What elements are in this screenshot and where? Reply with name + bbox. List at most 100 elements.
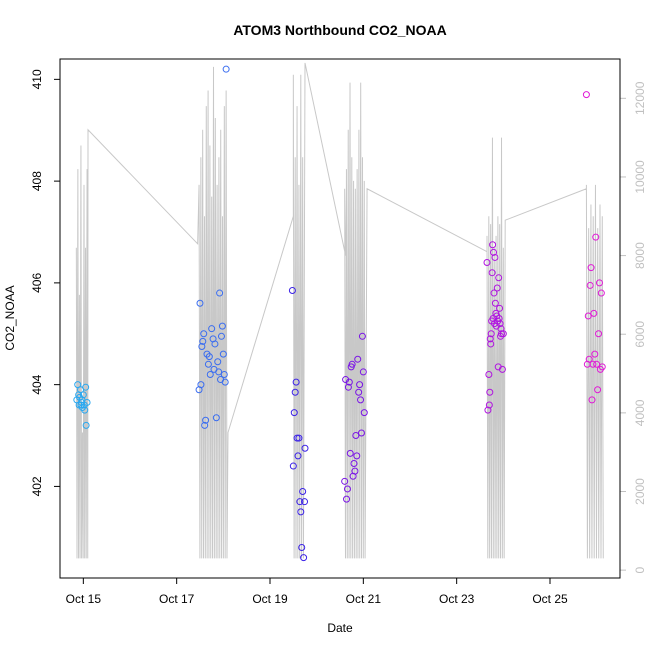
- data-point: [298, 543, 306, 551]
- x-tick-label: Oct 25: [532, 592, 568, 606]
- data-point: [588, 396, 596, 404]
- data-point: [216, 289, 224, 297]
- data-point: [219, 350, 227, 358]
- data-point: [295, 434, 303, 442]
- data-point: [346, 449, 354, 457]
- y2-tick-label: 12000: [633, 81, 647, 115]
- y-tick-label: 406: [30, 273, 44, 293]
- data-point: [359, 368, 367, 376]
- data-point: [82, 421, 90, 429]
- y-tick-label: 404: [30, 374, 44, 394]
- data-point: [357, 396, 365, 404]
- data-point: [598, 363, 606, 371]
- data-point: [292, 378, 300, 386]
- data-point: [350, 460, 358, 468]
- data-point: [585, 355, 593, 363]
- data-point: [215, 368, 223, 376]
- data-point: [489, 241, 497, 249]
- data-point: [205, 353, 213, 361]
- data-point: [344, 383, 352, 391]
- data-point: [592, 233, 600, 241]
- data-point: [498, 365, 506, 373]
- data-point: [495, 315, 503, 322]
- data-point: [81, 406, 89, 414]
- y2-tick-label: 8000: [633, 242, 647, 269]
- data-point: [488, 269, 496, 277]
- series-1: [73, 381, 91, 429]
- data-point: [496, 304, 504, 312]
- data-point: [293, 434, 301, 442]
- data-point: [357, 429, 365, 437]
- data-point: [297, 508, 305, 516]
- data-point: [354, 355, 362, 363]
- x-tick-label: Oct 21: [346, 592, 382, 606]
- data-point: [291, 388, 299, 396]
- x-tick-label: Oct 23: [439, 592, 475, 606]
- data-point: [493, 284, 501, 292]
- data-point: [290, 409, 298, 417]
- data-point: [582, 91, 590, 99]
- data-point: [485, 370, 493, 378]
- data-point: [483, 259, 491, 267]
- y2-tick-label: 6000: [633, 321, 647, 348]
- data-point: [595, 279, 603, 287]
- data-point: [218, 322, 226, 330]
- data-point: [356, 381, 364, 389]
- altitude-line: [75, 62, 604, 559]
- data-point: [353, 452, 361, 460]
- data-point: [348, 360, 356, 368]
- data-point: [345, 378, 353, 386]
- altitude-trace: [75, 62, 604, 559]
- data-point: [496, 320, 504, 328]
- data-point: [79, 391, 87, 399]
- data-point: [499, 330, 507, 338]
- data-point: [300, 554, 308, 562]
- series-4: [341, 332, 368, 503]
- data-point: [487, 330, 495, 338]
- data-point: [289, 462, 297, 470]
- data-point: [594, 386, 602, 394]
- data-point: [294, 452, 302, 460]
- data-point: [595, 330, 603, 338]
- x-tick-label: Oct 15: [66, 592, 102, 606]
- data-point: [198, 342, 206, 350]
- data-point: [201, 421, 209, 429]
- data-point: [202, 416, 210, 424]
- data-point: [214, 358, 222, 366]
- data-point: [196, 299, 204, 307]
- data-point: [497, 330, 505, 338]
- data-point: [220, 370, 228, 378]
- data-point: [586, 281, 594, 289]
- data-point: [343, 495, 351, 503]
- data-point: [352, 432, 360, 440]
- data-point: [200, 330, 208, 338]
- data-point: [217, 332, 225, 340]
- data-point: [490, 248, 498, 256]
- y-axis-label: CO2_NOAA: [3, 285, 17, 350]
- chart-title: ATOM3 Northbound CO2_NOAA: [233, 22, 446, 38]
- y-tick-label: 402: [30, 476, 44, 496]
- data-point: [593, 360, 601, 368]
- data-point: [484, 406, 492, 414]
- data-point: [301, 444, 309, 452]
- data-point: [82, 383, 90, 391]
- data-point: [486, 388, 494, 396]
- y-tick-label: 408: [30, 171, 44, 191]
- data-point: [590, 309, 598, 317]
- data-point: [487, 340, 495, 348]
- data-point: [490, 289, 498, 297]
- data-point: [589, 360, 597, 368]
- data-point: [301, 498, 309, 506]
- y-tick-label: 410: [30, 69, 44, 89]
- series-2: [195, 65, 230, 429]
- data-point: [341, 477, 349, 485]
- data-point: [587, 264, 595, 272]
- series-5: [483, 241, 507, 414]
- x-tick-label: Oct 19: [252, 592, 288, 606]
- data-point: [299, 488, 307, 495]
- data-point: [597, 289, 605, 297]
- axes: Oct 15 Oct 17 Oct 19 Oct 21 Oct 23 Oct 25 402 4…: [30, 69, 647, 606]
- data-point: [495, 274, 503, 282]
- data-point: [591, 350, 599, 358]
